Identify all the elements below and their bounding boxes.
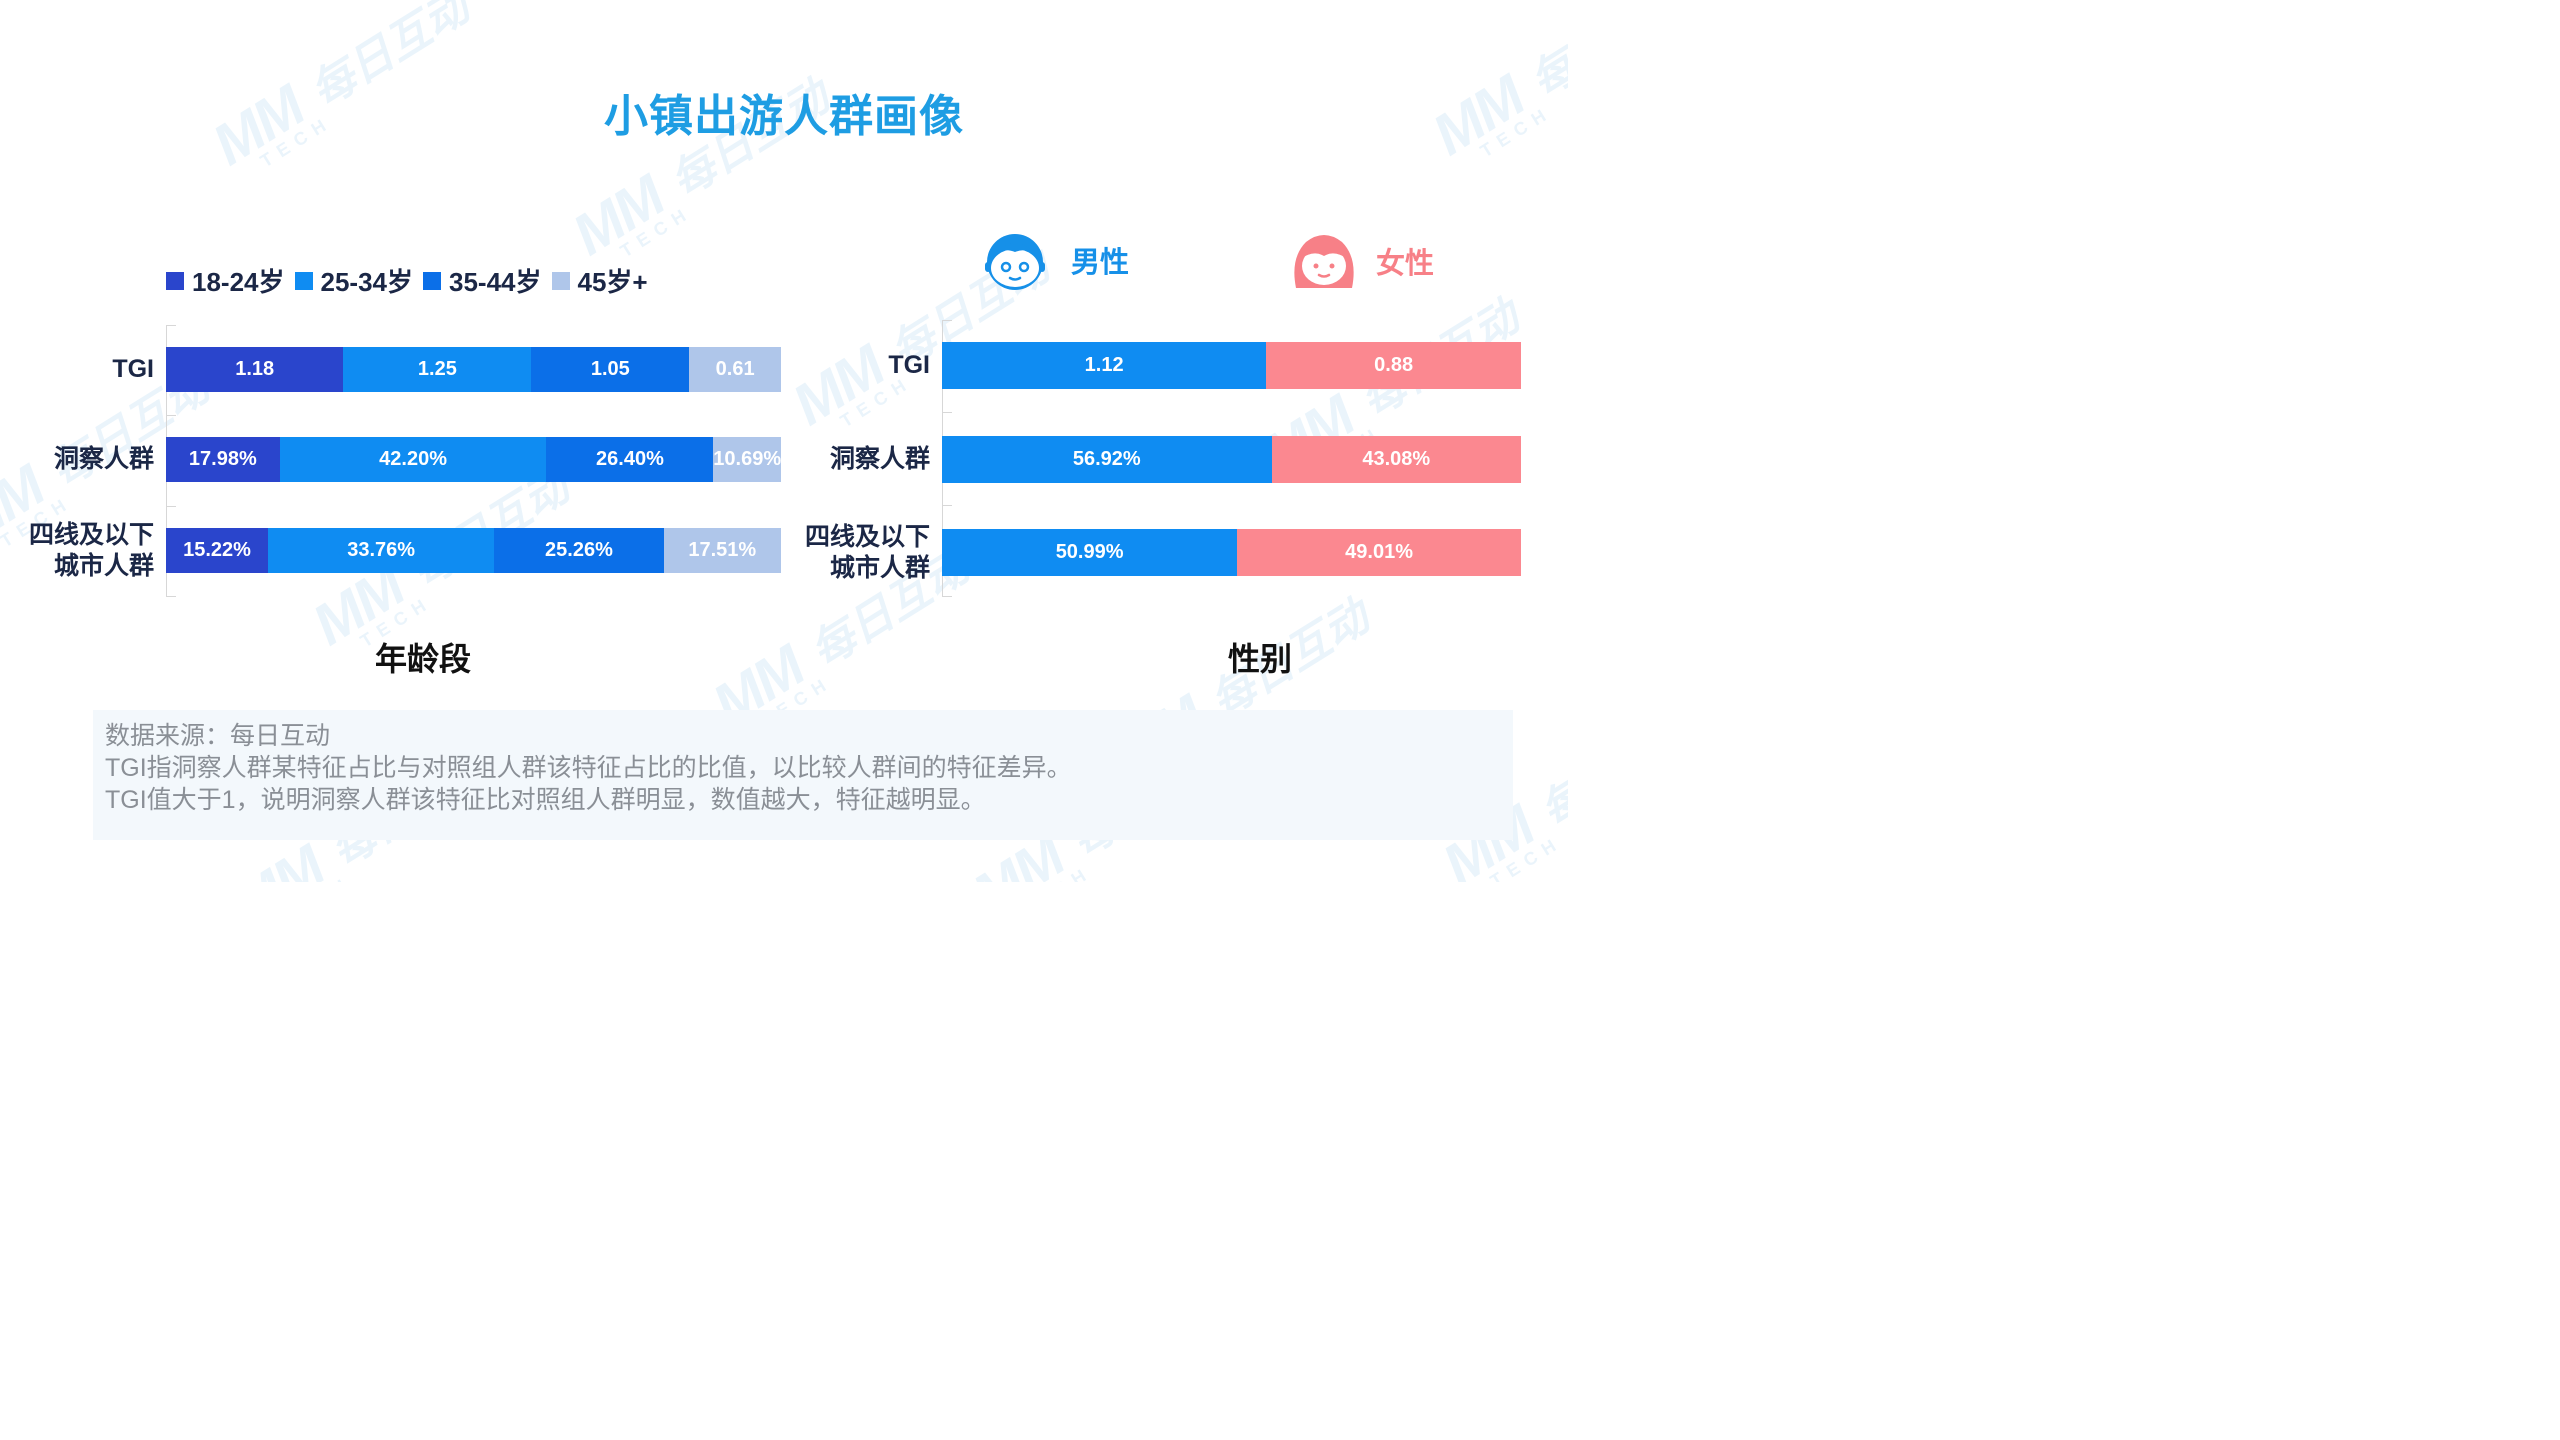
stacked-bar: 17.98% 42.20% 26.40% 10.69% — [166, 437, 781, 482]
legend-male-label: 男性 — [1071, 247, 1130, 279]
axis-tick — [166, 596, 176, 597]
category-label: 四线及以下 城市人群 — [804, 522, 930, 582]
category-label: TGI — [112, 355, 154, 383]
age-legend: 18-24岁 25-34岁 35-44岁 45岁+ — [166, 262, 648, 299]
legend-item: 45岁+ — [551, 262, 648, 299]
stacked-bar: 1.12 0.88 — [942, 342, 1521, 389]
stacked-bar: 50.99% 49.01% — [942, 529, 1521, 576]
stacked-bar: 15.22% 33.76% 25.26% 17.51% — [166, 528, 781, 573]
axis-tick — [942, 412, 952, 413]
bar-segment: 49.01% — [1237, 529, 1521, 576]
category-label: 洞察人群 — [53, 445, 154, 473]
legend-label: 25-34岁 — [320, 267, 414, 297]
legend-female-label: 女性 — [1376, 248, 1435, 280]
stacked-bar: 1.18 1.25 1.05 0.61 — [166, 347, 781, 392]
legend-item: 25-34岁 — [294, 262, 414, 299]
girl-face-icon — [1294, 235, 1354, 288]
bar-segment: 42.20% — [279, 437, 547, 482]
bar-segment: 26.40% — [546, 437, 714, 482]
legend-label: 18-24岁 — [192, 267, 285, 297]
category-label: 四线及以下 城市人群 — [28, 520, 154, 580]
age-chart-caption: 年龄段 — [374, 641, 471, 677]
stacked-bar: 56.92% 43.08% — [942, 436, 1521, 483]
bar-segment: 50.99% — [942, 529, 1238, 576]
legend-label: 45岁+ — [577, 267, 648, 297]
page-title: 小镇出游人群画像 — [604, 92, 964, 141]
legend-item: 35-44岁 — [423, 262, 542, 299]
bar-segment: 10.69% — [713, 437, 781, 482]
legend-swatch — [551, 271, 570, 290]
bar-segment: 1.18 — [166, 347, 344, 392]
axis-tick — [166, 506, 176, 507]
tgi-explanation: TGI值大于1，说明洞察人群该特征比对照组人群明显，数值越大，特征越明显。 — [105, 786, 986, 814]
bar-segment: 33.76% — [268, 528, 495, 573]
bar-segment: 15.22% — [166, 528, 269, 573]
legend-female: 女性 — [1288, 228, 1434, 294]
gender-chart-caption: 性别 — [1227, 641, 1292, 677]
bar-segment: 17.98% — [166, 437, 280, 482]
axis-tick — [166, 325, 176, 326]
bar-segment: 17.51% — [663, 528, 781, 573]
legend-male: 男性 — [975, 228, 1129, 292]
bar-segment: 25.26% — [494, 528, 664, 573]
axis-tick — [942, 320, 952, 321]
legend-swatch — [294, 271, 313, 290]
boy-face-icon — [985, 234, 1045, 290]
legend-swatch — [423, 271, 441, 290]
bar-segment: 1.12 — [942, 342, 1267, 389]
source-line: 数据来源：每日互动 — [105, 722, 331, 750]
source-note: 数据来源：每日互动 TGI指洞察人群某特征占比与对照组人群该特征占比的比值，以比… — [93, 710, 1513, 840]
legend-label: 35-44岁 — [449, 267, 542, 297]
category-label: 洞察人群 — [829, 445, 930, 473]
bar-segment: 1.25 — [343, 347, 532, 392]
legend-swatch — [166, 271, 184, 290]
axis-tick — [942, 596, 952, 597]
category-label: TGI — [888, 351, 930, 379]
bar-segment: 43.08% — [1271, 436, 1521, 483]
axis-tick — [942, 505, 952, 506]
legend-item: 18-24岁 — [166, 262, 285, 299]
tgi-definition: TGI指洞察人群某特征占比与对照组人群该特征占比的比值，以比较人群间的特征差异。 — [105, 754, 1072, 782]
bar-segment: 1.05 — [531, 347, 690, 392]
bar-segment: 56.92% — [942, 436, 1272, 483]
bar-segment: 0.88 — [1266, 342, 1521, 389]
axis-tick — [166, 415, 176, 416]
bar-segment: 0.61 — [689, 347, 781, 392]
